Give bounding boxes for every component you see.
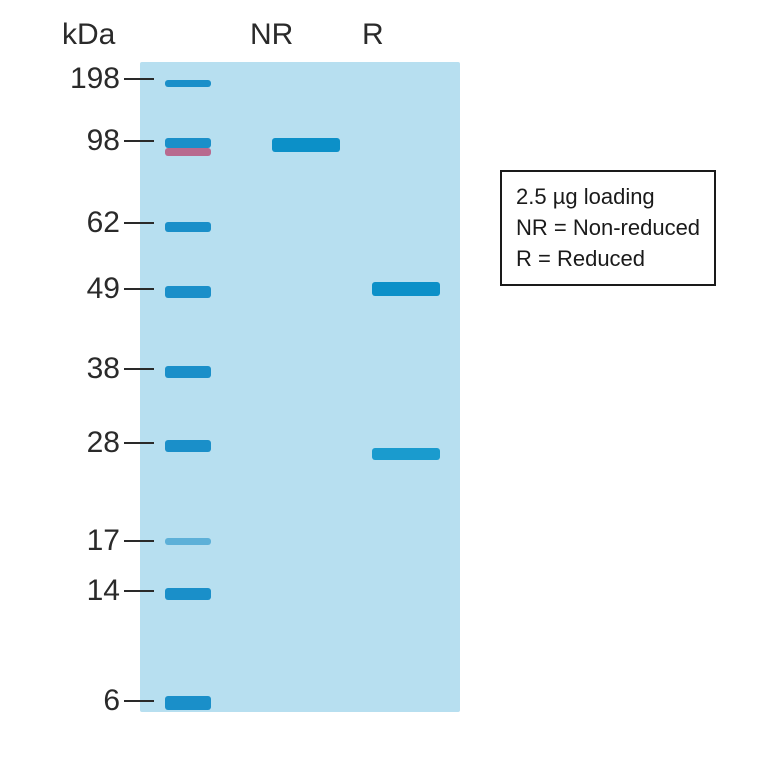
tick-line-198 [124, 78, 154, 80]
legend-box: 2.5 µg loading NR = Non-reduced R = Redu… [500, 170, 716, 286]
figure-container: kDa NR R 198 98 62 49 38 28 17 14 6 2.5 µg loadi… [0, 0, 764, 764]
ladder-band-1 [165, 138, 211, 148]
tick-label-6: 6 [60, 684, 120, 718]
tick-label-17: 17 [60, 524, 120, 558]
r-band-1 [372, 448, 440, 460]
ladder-band-0 [165, 80, 211, 87]
ladder-band-6 [165, 440, 211, 452]
r-header: R [362, 18, 384, 52]
nr-band-0 [272, 138, 340, 152]
ladder-band-4 [165, 286, 211, 298]
tick-label-14: 14 [60, 574, 120, 608]
tick-label-28: 28 [60, 426, 120, 460]
tick-label-38: 38 [60, 352, 120, 386]
tick-line-17 [124, 540, 154, 542]
ladder-band-2 [165, 148, 211, 156]
kda-header: kDa [62, 18, 115, 52]
tick-label-98: 98 [60, 124, 120, 158]
ladder-band-5 [165, 366, 211, 378]
tick-line-6 [124, 700, 154, 702]
tick-line-62 [124, 222, 154, 224]
ladder-band-8 [165, 588, 211, 600]
tick-label-62: 62 [60, 206, 120, 240]
legend-line-1: NR = Non-reduced [516, 213, 700, 244]
tick-line-38 [124, 368, 154, 370]
ladder-band-7 [165, 538, 211, 545]
ladder-band-3 [165, 222, 211, 232]
tick-label-198: 198 [60, 62, 120, 96]
tick-line-14 [124, 590, 154, 592]
tick-label-49: 49 [60, 272, 120, 306]
legend-line-2: R = Reduced [516, 244, 700, 275]
tick-line-28 [124, 442, 154, 444]
gel-background [140, 62, 460, 712]
ladder-band-9 [165, 696, 211, 710]
r-band-0 [372, 282, 440, 296]
nr-header: NR [250, 18, 293, 52]
tick-line-49 [124, 288, 154, 290]
legend-line-0: 2.5 µg loading [516, 182, 700, 213]
tick-line-98 [124, 140, 154, 142]
